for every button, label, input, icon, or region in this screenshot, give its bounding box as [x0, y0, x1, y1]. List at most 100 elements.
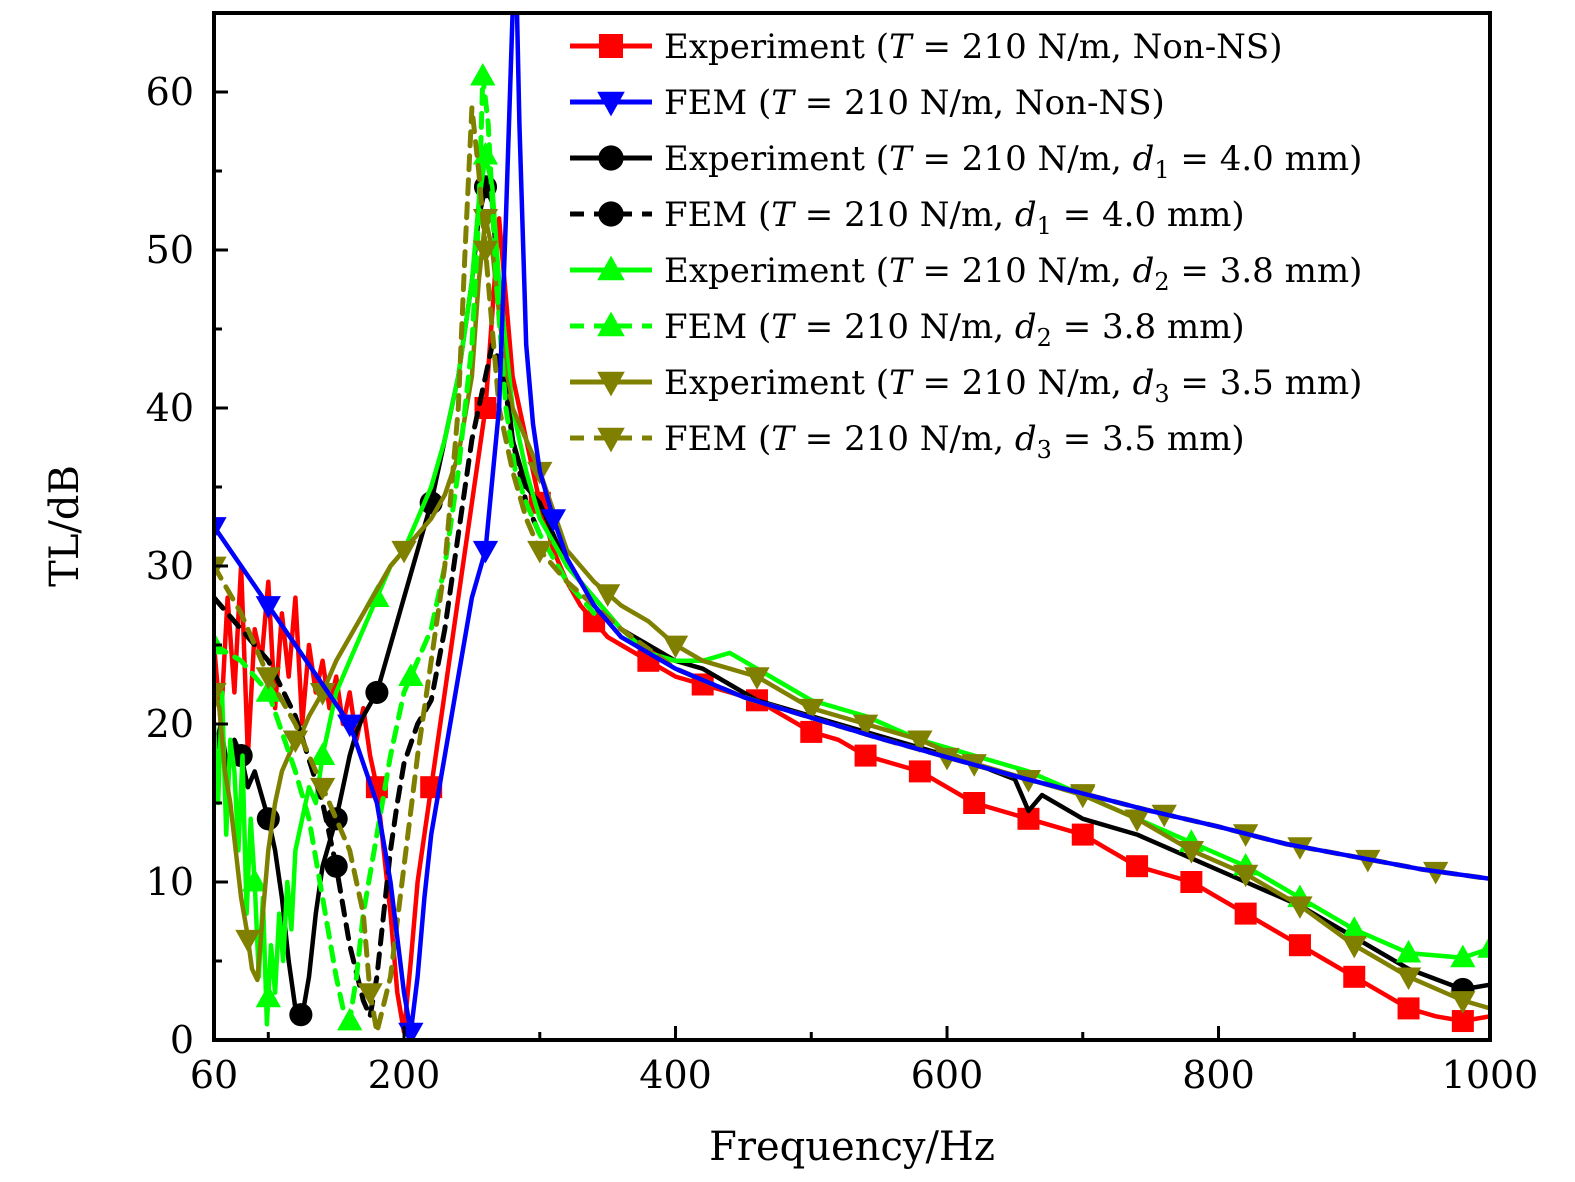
data-point-marker: [1126, 855, 1149, 878]
data-point-marker: [256, 807, 280, 831]
data-point-marker: [324, 807, 348, 831]
data-point-marker: [1233, 864, 1259, 888]
y-tick-label: 50: [146, 228, 194, 272]
data-point-marker: [583, 610, 606, 633]
x-tick-label: 600: [911, 1053, 984, 1097]
data-point-marker: [1395, 939, 1422, 963]
data-point-marker: [540, 509, 567, 532]
data-point-marker: [1180, 871, 1203, 893]
y-tick-label: 30: [146, 544, 194, 588]
data-point-marker: [854, 744, 877, 767]
data-point-marker: [1071, 823, 1094, 846]
x-tick-label: 800: [1182, 1053, 1255, 1097]
data-point-marker: [1287, 896, 1313, 919]
legend-entry: Experiment (T = 210 N/m, d3 = 3.5 mm): [570, 363, 1362, 408]
legend-label: Experiment (T = 210 N/m, d1 = 4.0 mm): [664, 139, 1362, 184]
legend-label: FEM (T = 210 N/m, d1 = 4.0 mm): [664, 195, 1245, 240]
data-point-marker: [255, 679, 281, 702]
data-point-marker: [800, 720, 823, 743]
x-tick-label: 200: [368, 1053, 441, 1097]
legend-swatch-marker: [597, 255, 625, 281]
y-tick-label: 20: [146, 702, 194, 746]
legend-swatch-marker: [599, 34, 623, 58]
series-6: [214, 63, 597, 1031]
data-point-marker: [214, 517, 227, 540]
data-point-marker: [1288, 934, 1311, 957]
plot-area-frame: [212, 11, 1492, 1042]
series-line: [214, 216, 1490, 1035]
legend-entry: Experiment (T = 210 N/m, d2 = 3.8 mm): [570, 251, 1362, 296]
data-point-marker: [527, 540, 553, 564]
series-line: [214, 73, 597, 1024]
data-point-marker: [309, 683, 336, 706]
legend-label: Experiment (T = 210 N/m, Non-NS): [664, 27, 1282, 67]
data-point-marker: [289, 1003, 313, 1027]
data-point-marker: [1343, 965, 1366, 988]
x-tick-label: 400: [639, 1053, 712, 1097]
legend-label: FEM (T = 210 N/m, Non-NS): [664, 83, 1165, 123]
data-point-marker: [255, 984, 281, 1008]
data-point-marker: [1451, 1010, 1474, 1033]
y-tick-label: 0: [170, 1018, 194, 1062]
y-tick-label: 60: [146, 70, 194, 114]
data-point-marker: [662, 635, 689, 659]
legend-label: FEM (T = 210 N/m, d2 = 3.8 mm): [664, 307, 1245, 352]
legend-label: Experiment (T = 210 N/m, d3 = 3.5 mm): [664, 363, 1362, 408]
legend-label: FEM (T = 210 N/m, d3 = 3.5 mm): [664, 419, 1245, 464]
data-point-marker: [852, 714, 879, 738]
data-point-marker: [1450, 991, 1476, 1014]
axis-ticks: 60 200 400 600 800 1000 0 10 20 30 40 50 60: [146, 70, 1539, 1097]
data-point-marker: [472, 240, 499, 264]
data-point-marker: [214, 683, 227, 706]
data-point-marker: [235, 929, 261, 953]
series-line: [214, 342, 543, 1019]
data-point-marker: [324, 854, 348, 878]
x-axis-title: Frequency/Hz: [709, 1124, 995, 1170]
data-point-marker: [242, 868, 268, 892]
legend-swatch-marker: [597, 91, 625, 117]
data-point-marker: [391, 540, 417, 564]
data-point-marker: [1234, 902, 1257, 925]
data-point-marker: [1395, 967, 1422, 990]
legend-entry: FEM (T = 210 N/m, d1 = 4.0 mm): [570, 195, 1245, 240]
data-point-marker: [1397, 997, 1420, 1020]
legend-entry: FEM (T = 210 N/m, d2 = 3.8 mm): [570, 307, 1245, 352]
data-point-marker: [1450, 944, 1476, 968]
legend-swatch-marker: [598, 201, 624, 227]
data-point-marker: [357, 983, 383, 1006]
legend-label: Experiment (T = 210 N/m, d2 = 3.8 mm): [664, 251, 1362, 296]
data-point-marker: [398, 663, 424, 686]
legend-swatch-marker: [597, 371, 625, 397]
data-point-marker: [337, 1007, 363, 1031]
series-1: [214, 216, 1490, 1035]
data-point-marker: [472, 540, 499, 564]
data-point-marker: [595, 584, 621, 607]
legend-swatch-marker: [598, 145, 624, 171]
data-point-marker: [907, 730, 933, 753]
data-point-marker: [1477, 935, 1490, 958]
data-point-marker: [963, 792, 986, 814]
data-point-marker: [1017, 807, 1040, 830]
series-4: [214, 342, 543, 1019]
x-tick-label: 60: [190, 1053, 238, 1097]
data-point-marker: [309, 777, 336, 801]
data-point-marker: [1341, 916, 1367, 939]
series-line: [214, 13, 1490, 1035]
data-point-marker: [309, 742, 336, 765]
data-point-marker: [214, 556, 227, 580]
data-point-marker: [214, 631, 227, 655]
legend-entry: Experiment (T = 210 N/m, d1 = 4.0 mm): [570, 139, 1362, 184]
data-point-marker: [255, 667, 281, 690]
data-point-marker: [1341, 935, 1367, 959]
y-tick-label: 40: [146, 386, 194, 430]
data-point-marker: [337, 714, 363, 738]
data-point-marker: [1178, 841, 1205, 864]
y-axis-title: TL/dB: [42, 465, 88, 587]
data-point-marker: [255, 596, 281, 619]
data-point-marker: [470, 63, 496, 86]
data-point-marker: [798, 698, 824, 722]
legend: Experiment (T = 210 N/m, Non-NS) FEM (T =…: [570, 27, 1362, 464]
data-point-marker: [908, 760, 931, 783]
